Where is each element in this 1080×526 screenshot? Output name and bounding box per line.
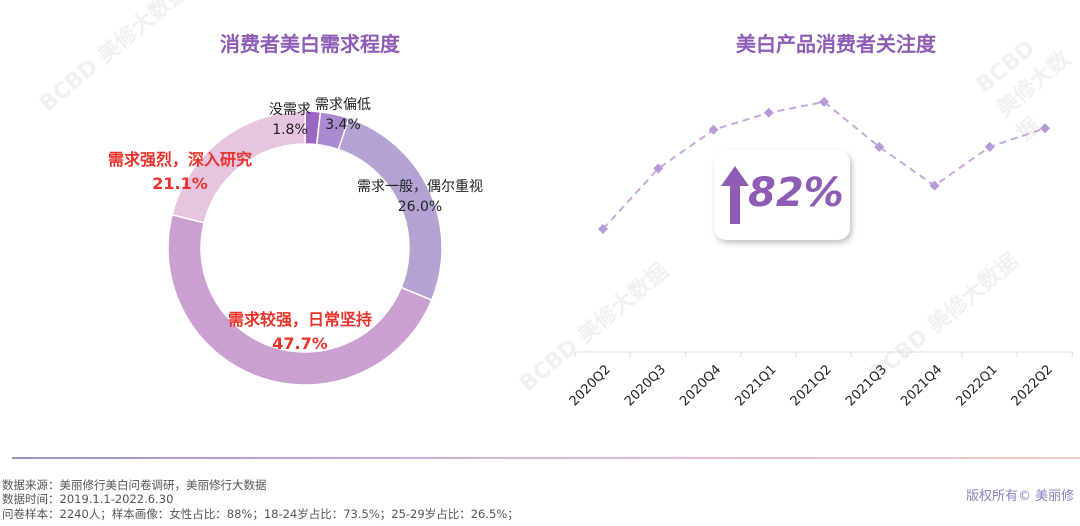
data-point (1040, 123, 1050, 134)
data-point (819, 96, 829, 107)
slice-value: 26.0% (397, 199, 443, 215)
donut-label: 需求偏低 3.4% (243, 95, 443, 135)
x-tick-label: 2022Q2 (1009, 362, 1056, 409)
donut-label: 需求较强，日常坚持 47.7% (200, 308, 400, 356)
data-point (598, 224, 608, 234)
slice-name: 需求较强，日常坚持 (227, 310, 372, 329)
data-point (653, 163, 664, 174)
data-point (874, 141, 885, 152)
data-point (984, 141, 995, 152)
slice-value: 1.8% (272, 122, 308, 138)
data-point (708, 124, 719, 135)
x-tick-label: 2022Q1 (953, 362, 1000, 409)
footer-time: 数据时间：2019.1.1-2022.6.30 (2, 492, 174, 506)
growth-value: 82% (748, 170, 844, 216)
donut-slice (167, 213, 433, 386)
slice-name: 需求一般，偶尔重视 (357, 179, 483, 195)
x-tick-label: 2020Q3 (622, 362, 669, 409)
slice-name: 需求强烈，深入研究 (107, 150, 252, 169)
slice-name: 需求偏低 (315, 97, 371, 113)
footer-divider (12, 457, 1080, 459)
copyright: 版权所有© 美丽修 (966, 489, 1075, 504)
donut-label: 需求一般，偶尔重视 26.0% (320, 177, 520, 217)
data-point (763, 107, 774, 118)
footer-sample: 问卷样本：2240人；样本画像：女性占比：88%；18-24岁占比：73.5%；… (2, 507, 519, 521)
slice-value: 47.7% (272, 334, 328, 353)
up-arrow-icon (721, 166, 749, 224)
line-title: 美白产品消费者关注度 (736, 32, 936, 56)
x-tick-label: 2021Q2 (788, 362, 835, 409)
slice-value: 3.4% (325, 117, 361, 133)
growth-badge: 82% (714, 150, 850, 240)
x-tick-label: 2021Q1 (732, 362, 779, 409)
donut-slice (171, 110, 306, 224)
x-tick-label: 2021Q3 (843, 362, 890, 409)
slice-value: 21.1% (152, 174, 208, 193)
footer-source: 数据来源：美丽修行美白问卷调研，美丽修行大数据 (2, 478, 267, 492)
x-tick-label: 2020Q4 (677, 362, 724, 409)
donut-label: 需求强烈，深入研究 21.1% (80, 148, 280, 196)
x-tick-label: 2020Q2 (567, 362, 614, 409)
donut-label: 没需求 1.8% (190, 100, 390, 140)
donut-title: 消费者美白需求程度 (220, 32, 400, 56)
series-line (602, 100, 1046, 230)
slice-name: 没需求 (269, 102, 311, 118)
data-point (929, 180, 940, 191)
x-tick-label: 2021Q4 (898, 362, 945, 409)
